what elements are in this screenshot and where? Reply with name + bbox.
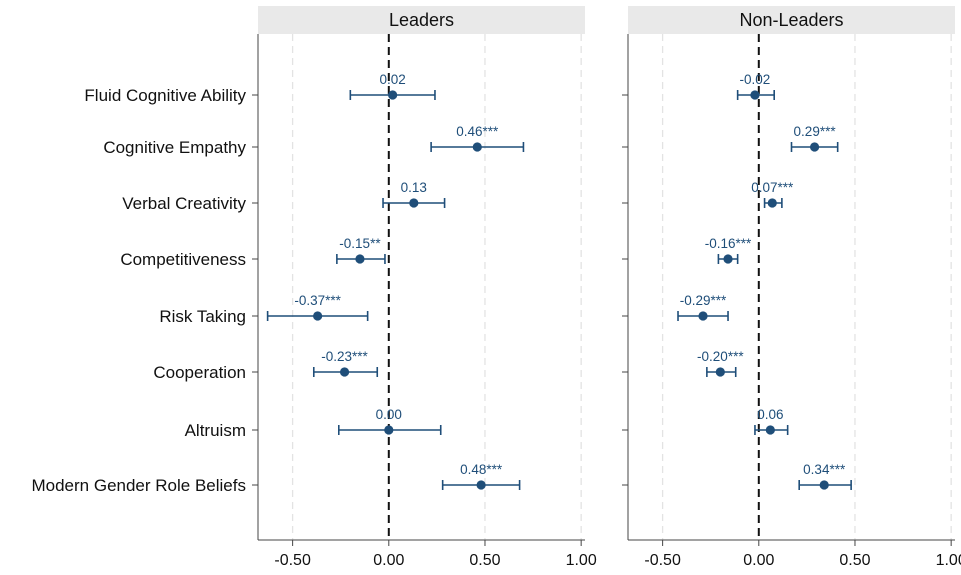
data-label: 0.29*** — [794, 124, 837, 139]
panel-header — [258, 6, 585, 34]
data-label: 0.06 — [757, 407, 783, 422]
y-tick-label: Cooperation — [153, 363, 246, 382]
data-label: 0.07*** — [751, 180, 794, 195]
x-tick-label: 0.00 — [743, 552, 774, 569]
point-estimate — [723, 254, 733, 264]
x-tick-label: 0.50 — [469, 552, 500, 569]
point-estimate — [819, 480, 829, 490]
panel-title: Non-Leaders — [739, 10, 843, 30]
data-label: 0.46*** — [456, 124, 499, 139]
point-estimate — [355, 254, 365, 264]
point-estimate — [339, 367, 350, 377]
point-estimate — [472, 142, 482, 152]
x-tick-label: 0.00 — [373, 552, 404, 569]
point-estimate — [750, 90, 760, 100]
y-axis-labels: Fluid Cognitive Ability Cognitive Empathy… — [31, 86, 246, 495]
point-estimate — [809, 142, 820, 152]
y-tick-label: Competitiveness — [120, 250, 246, 269]
data-label: -0.23*** — [321, 349, 368, 364]
x-tick-label: -0.50 — [274, 552, 311, 569]
point-estimate — [384, 425, 394, 435]
x-tick-label: 1.00 — [566, 552, 597, 569]
panel-leaders: Leaders -0.50 0.00 0.50 1.00 0.02 0.46*** 0.13 -… — [252, 6, 597, 569]
point-estimate — [388, 90, 398, 100]
data-label: -0.37*** — [294, 293, 341, 308]
data-label: 0.02 — [380, 72, 406, 87]
y-tick-label: Fluid Cognitive Ability — [84, 86, 246, 105]
data-label: 0.34*** — [803, 462, 846, 477]
point-estimate — [476, 480, 486, 490]
x-tick-label: 0.50 — [839, 552, 870, 569]
panel-header — [628, 6, 955, 34]
data-label: 0.00 — [376, 407, 402, 422]
data-label: -0.20*** — [697, 349, 744, 364]
y-tick-label: Risk Taking — [159, 307, 246, 326]
y-tick-label: Modern Gender Role Beliefs — [31, 476, 246, 495]
x-tick-label: 1.00 — [936, 552, 961, 569]
point-estimate — [765, 425, 775, 435]
data-label: -0.15** — [339, 236, 381, 251]
point-estimate — [698, 311, 708, 321]
data-label: -0.16*** — [705, 236, 752, 251]
y-tick-label: Cognitive Empathy — [103, 138, 246, 157]
point-estimate — [715, 367, 725, 377]
y-tick-label: Verbal Creativity — [122, 194, 246, 213]
y-tick-label: Altruism — [185, 421, 246, 440]
data-label: -0.02 — [740, 72, 771, 87]
point-estimate — [409, 198, 419, 208]
point-estimate — [313, 311, 323, 321]
panel-non-leaders: Non-Leaders -0.50 0.00 0.50 1.00 -0.02 0.29***… — [622, 6, 961, 569]
point-estimate — [767, 198, 777, 208]
data-label: -0.29*** — [680, 293, 727, 308]
panel-title: Leaders — [389, 10, 454, 30]
data-label: 0.48*** — [460, 462, 503, 477]
data-label: 0.13 — [401, 180, 427, 195]
x-tick-label: -0.50 — [644, 552, 681, 569]
